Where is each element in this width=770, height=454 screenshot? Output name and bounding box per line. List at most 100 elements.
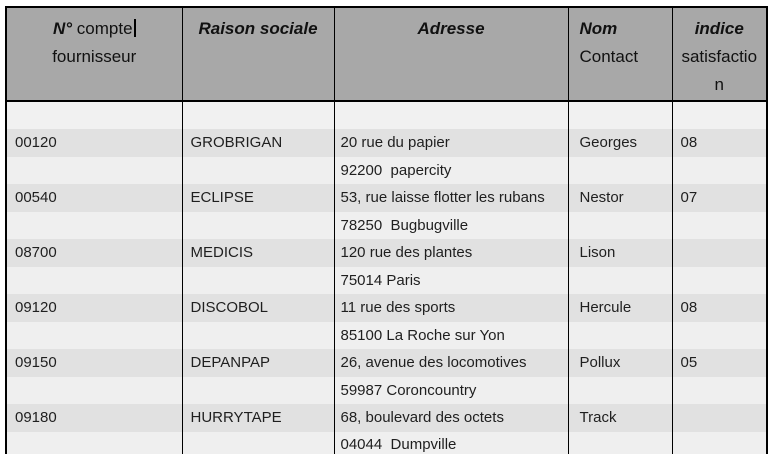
table-header: N° compte fournisseur Raison sociale Adr… <box>5 7 768 102</box>
address-line1-cell[interactable]: 68, boulevard des octets <box>333 404 569 432</box>
header-indice-line1: indice <box>694 19 744 38</box>
company-empty-cell[interactable] <box>181 321 335 349</box>
header-indice-line2: satisfactio <box>681 47 758 66</box>
company-cell[interactable]: HURRYTAPE <box>181 404 335 432</box>
address-line2-cell[interactable]: 75014 Paris <box>333 266 569 294</box>
company-empty-cell[interactable] <box>181 376 335 404</box>
spacer-cell[interactable] <box>5 101 183 129</box>
address-line1-cell[interactable]: 26, avenue des locomotives <box>333 349 569 377</box>
header-cell-adresse[interactable]: Adresse <box>333 7 569 102</box>
index-cell[interactable]: 05 <box>671 349 768 377</box>
account-cell[interactable]: 08700 <box>5 239 183 267</box>
header-nom-line2: Contact <box>579 47 639 66</box>
company-cell[interactable]: MEDICIS <box>181 239 335 267</box>
contact-cell[interactable]: Hercule <box>567 294 673 322</box>
contact-empty-cell[interactable] <box>567 431 673 454</box>
index-cell[interactable] <box>671 239 768 267</box>
index-empty-cell[interactable] <box>671 321 768 349</box>
header-cell-account[interactable]: N° compte fournisseur <box>5 7 183 102</box>
address-line2-cell[interactable]: 92200 papercity <box>333 156 569 184</box>
address-line1-cell[interactable]: 120 rue des plantes <box>333 239 569 267</box>
contact-cell[interactable]: Lison <box>567 239 673 267</box>
table-row: 09150 DEPANPAP 26, avenue des locomotives P… <box>5 349 768 377</box>
contact-empty-cell[interactable] <box>567 321 673 349</box>
header-cell-raison-sociale[interactable]: Raison sociale <box>181 7 335 102</box>
account-cell[interactable]: 09180 <box>5 404 183 432</box>
text-cursor <box>133 19 136 37</box>
spacer-cell[interactable] <box>181 101 335 129</box>
account-cell[interactable]: 09150 <box>5 349 183 377</box>
spacer-cell[interactable] <box>671 101 768 129</box>
table-row: 09120 DISCOBOL 11 rue des sports Hercule 08 <box>5 294 768 322</box>
account-cell[interactable]: 09120 <box>5 294 183 322</box>
contact-cell[interactable]: Pollux <box>567 349 673 377</box>
account-empty-cell[interactable] <box>5 156 183 184</box>
table-row: 00120 GROBRIGAN 20 rue du papier Georges 08 <box>5 129 768 157</box>
index-cell[interactable]: 08 <box>671 129 768 157</box>
table-row: 75014 Paris <box>5 266 768 294</box>
index-empty-cell[interactable] <box>671 431 768 454</box>
header-indice-line3: n <box>714 75 724 94</box>
contact-empty-cell[interactable] <box>567 211 673 239</box>
spacer-row <box>5 101 768 129</box>
table-row: 09180 HURRYTAPE 68, boulevard des octets Tr… <box>5 404 768 432</box>
table-row: 85100 La Roche sur Yon <box>5 321 768 349</box>
index-cell[interactable]: 07 <box>671 184 768 212</box>
index-cell[interactable]: 08 <box>671 294 768 322</box>
address-line2-cell[interactable]: 59987 Coroncountry <box>333 376 569 404</box>
address-line1-cell[interactable]: 53, rue laisse flotter les rubans <box>333 184 569 212</box>
address-line2-cell[interactable]: 78250 Bugbugville <box>333 211 569 239</box>
account-empty-cell[interactable] <box>5 321 183 349</box>
header-adresse-label: Adresse <box>417 19 485 38</box>
account-empty-cell[interactable] <box>5 431 183 454</box>
company-cell[interactable]: GROBRIGAN <box>181 129 335 157</box>
contact-empty-cell[interactable] <box>567 266 673 294</box>
company-cell[interactable]: ECLIPSE <box>181 184 335 212</box>
index-cell[interactable] <box>671 404 768 432</box>
account-empty-cell[interactable] <box>5 376 183 404</box>
address-line1-cell[interactable]: 20 rue du papier <box>333 129 569 157</box>
table-row: 00540 ECLIPSE 53, rue laisse flotter les r… <box>5 184 768 212</box>
index-empty-cell[interactable] <box>671 376 768 404</box>
company-empty-cell[interactable] <box>181 211 335 239</box>
table-row: 59987 Coroncountry <box>5 376 768 404</box>
table-row: 92200 papercity <box>5 156 768 184</box>
account-empty-cell[interactable] <box>5 211 183 239</box>
table-row: 04044 Dumpville <box>5 431 768 454</box>
header-account-bold-part: N° <box>52 19 73 38</box>
company-empty-cell[interactable] <box>181 431 335 454</box>
table-body: 00120 GROBRIGAN 20 rue du papier Georges 08 9… <box>5 101 768 454</box>
company-cell[interactable]: DEPANPAP <box>181 349 335 377</box>
header-raison-label: Raison sociale <box>198 19 318 38</box>
header-cell-indice[interactable]: indice satisfactio n <box>671 7 768 102</box>
header-cell-nom-contact[interactable]: Nom Contact <box>567 7 673 102</box>
address-line2-cell[interactable]: 04044 Dumpville <box>333 431 569 454</box>
account-cell[interactable]: 00540 <box>5 184 183 212</box>
table-row: 78250 Bugbugville <box>5 211 768 239</box>
company-empty-cell[interactable] <box>181 266 335 294</box>
index-empty-cell[interactable] <box>671 211 768 239</box>
contact-cell[interactable]: Track <box>567 404 673 432</box>
header-nom-line1: Nom <box>579 19 618 38</box>
contact-cell[interactable]: Georges <box>567 129 673 157</box>
spacer-cell[interactable] <box>333 101 569 129</box>
contact-empty-cell[interactable] <box>567 156 673 184</box>
company-cell[interactable]: DISCOBOL <box>181 294 335 322</box>
header-row: N° compte fournisseur Raison sociale Adr… <box>5 7 768 102</box>
address-line2-cell[interactable]: 85100 La Roche sur Yon <box>333 321 569 349</box>
header-account-line1: N° compte <box>8 15 181 43</box>
table-row: 08700 MEDICIS 120 rue des plantes Lison <box>5 239 768 267</box>
index-empty-cell[interactable] <box>671 266 768 294</box>
header-account-regular-part: compte <box>72 19 133 38</box>
index-empty-cell[interactable] <box>671 156 768 184</box>
suppliers-table: N° compte fournisseur Raison sociale Adr… <box>5 6 768 454</box>
address-line1-cell[interactable]: 11 rue des sports <box>333 294 569 322</box>
spacer-cell[interactable] <box>567 101 673 129</box>
contact-cell[interactable]: Nestor <box>567 184 673 212</box>
account-empty-cell[interactable] <box>5 266 183 294</box>
header-account-line2: fournisseur <box>52 47 137 66</box>
contact-empty-cell[interactable] <box>567 376 673 404</box>
account-cell[interactable]: 00120 <box>5 129 183 157</box>
company-empty-cell[interactable] <box>181 156 335 184</box>
